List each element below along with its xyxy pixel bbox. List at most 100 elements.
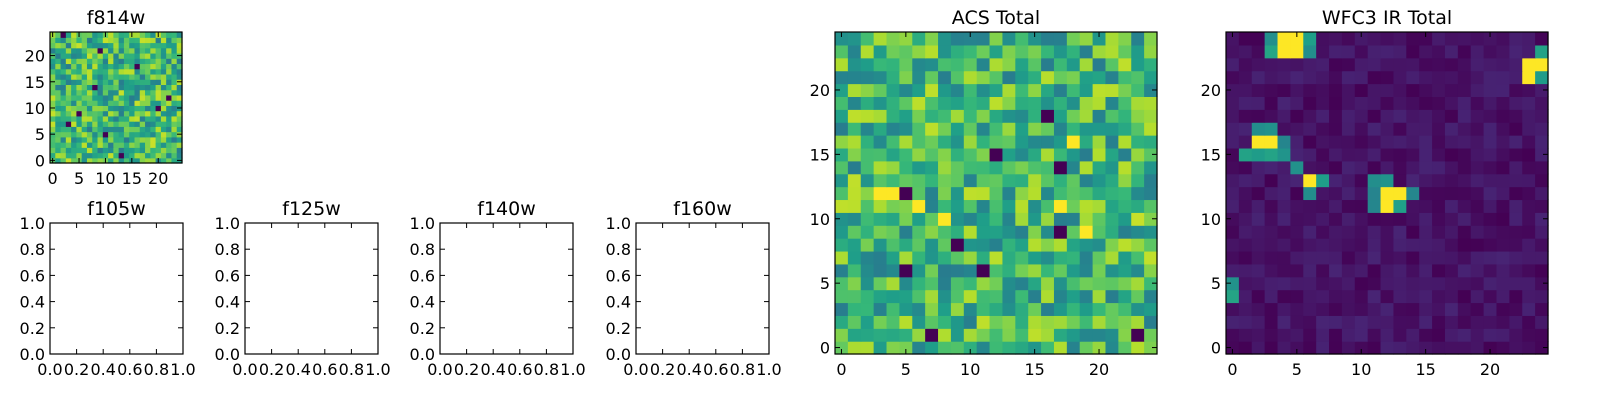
heatmap-cell	[1329, 83, 1343, 97]
heatmap-cell	[102, 147, 109, 154]
heatmap-cell	[171, 157, 178, 164]
heatmap-cell	[1144, 276, 1158, 291]
heatmap-cell	[1316, 160, 1330, 175]
heatmap-cell	[160, 52, 167, 59]
heatmap-cell	[1406, 57, 1420, 72]
heatmap-cell	[976, 70, 991, 85]
y-tick-label: 0.4	[215, 293, 240, 312]
heatmap-cell	[102, 136, 109, 143]
heatmap-cell	[1028, 212, 1042, 226]
heatmap-cell	[1419, 44, 1433, 59]
heatmap-cell	[1264, 276, 1279, 291]
heatmap-cell	[1393, 160, 1407, 175]
heatmap-cell	[1144, 173, 1158, 188]
heatmap-cell	[1105, 122, 1119, 136]
heatmap-cell	[835, 328, 849, 342]
heatmap-cell	[860, 276, 875, 291]
heatmap-cell	[989, 328, 1004, 342]
heatmap-cell	[145, 73, 151, 80]
heatmap-cell	[1535, 302, 1549, 316]
heatmap-cell	[1509, 83, 1523, 97]
heatmap-cell	[1226, 302, 1240, 316]
heatmap-cell	[1509, 238, 1523, 252]
heatmap-cell	[1406, 44, 1420, 59]
heatmap-cell	[71, 121, 77, 127]
heatmap-cell	[123, 105, 130, 112]
heatmap-cell	[1367, 238, 1382, 252]
heatmap-cell	[1144, 147, 1158, 162]
heatmap-cell	[55, 47, 62, 54]
heatmap-cell	[1419, 147, 1433, 162]
heatmap-cell	[1041, 263, 1055, 278]
heatmap-cell	[1367, 96, 1382, 110]
heatmap-cell	[1105, 44, 1119, 59]
heatmap-cell	[118, 152, 125, 159]
heatmap-cell	[950, 173, 965, 188]
heatmap-cell	[108, 100, 114, 106]
heatmap-cell	[1226, 96, 1240, 110]
heatmap-cell	[873, 70, 888, 85]
heatmap-cell	[1264, 289, 1279, 304]
heatmap-cell	[925, 109, 939, 123]
heatmap-cell	[899, 212, 913, 226]
heatmap-cell	[71, 68, 77, 75]
heatmap-cell	[1380, 147, 1395, 162]
heatmap-cell	[1041, 315, 1055, 329]
heatmap-cell	[950, 147, 965, 162]
heatmap-cell	[1002, 302, 1016, 316]
heatmap-cell	[1444, 315, 1459, 329]
heatmap-cell	[963, 96, 978, 110]
heatmap-cell	[1238, 147, 1253, 162]
heatmap-cell	[950, 263, 965, 278]
heatmap-cell	[950, 32, 965, 46]
heatmap-cell	[160, 136, 167, 143]
heatmap-cell	[950, 199, 965, 213]
heatmap-cell	[176, 152, 183, 159]
heatmap-cell	[912, 328, 926, 342]
heatmap-cell	[1041, 135, 1055, 149]
heatmap-cell	[925, 186, 939, 201]
y-tick-label: 10	[25, 99, 45, 118]
heatmap-cell	[160, 110, 167, 117]
heatmap-cell	[129, 47, 136, 54]
heatmap-cell	[1444, 328, 1459, 342]
heatmap-cell	[60, 147, 67, 154]
heatmap-cell	[129, 110, 136, 117]
heatmap-cell	[1406, 96, 1420, 110]
heatmap-cell	[1406, 289, 1420, 304]
heatmap-cell	[1329, 44, 1343, 59]
heatmap-cell	[65, 157, 72, 164]
heatmap-cell	[835, 302, 849, 316]
heatmap-cell	[1053, 44, 1068, 59]
heatmap-cell	[1053, 109, 1068, 123]
heatmap-cell	[1079, 302, 1094, 316]
heatmap-cell	[1118, 44, 1132, 59]
heatmap-cell	[60, 121, 67, 127]
heatmap-cell	[1367, 32, 1382, 46]
heatmap-cell	[150, 68, 157, 75]
heatmap-cell	[1496, 341, 1510, 355]
heatmap-cell	[886, 135, 900, 149]
heatmap-cell	[81, 37, 88, 44]
heatmap-cell	[1002, 109, 1016, 123]
heatmap-cell	[1002, 250, 1016, 265]
heatmap-cell	[171, 52, 178, 59]
heatmap-cell	[1367, 147, 1382, 162]
heatmap-cell	[1470, 225, 1485, 239]
heatmap-cell	[899, 57, 913, 72]
heatmap-cell	[55, 100, 62, 106]
heatmap-cell	[1264, 263, 1279, 278]
heatmap-cell	[134, 79, 141, 85]
heatmap-cell	[1066, 250, 1081, 265]
heatmap-cell	[1238, 96, 1253, 110]
heatmap-cell	[1053, 122, 1068, 136]
heatmap-cell	[1341, 83, 1356, 97]
heatmap-cell	[129, 142, 136, 148]
heatmap-cell	[1131, 341, 1145, 355]
heatmap-cell	[160, 47, 167, 54]
heatmap-cell	[1041, 341, 1055, 355]
heatmap-cell	[1002, 238, 1016, 252]
heatmap-cell	[71, 42, 77, 49]
heatmap-cell	[976, 276, 991, 291]
